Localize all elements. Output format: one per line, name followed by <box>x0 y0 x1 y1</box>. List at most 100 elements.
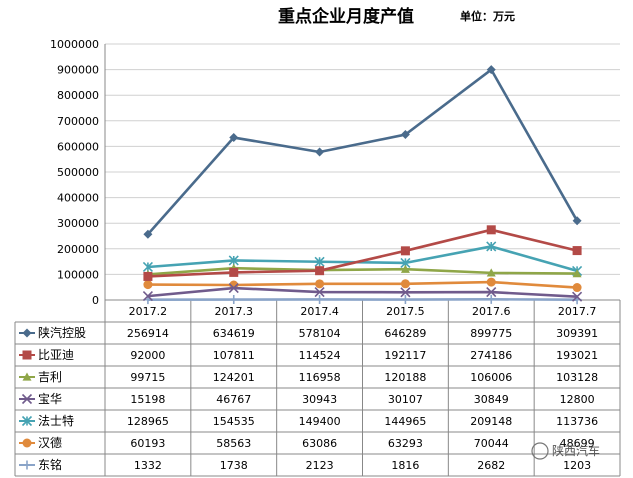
y-tick-label: 1000000 <box>50 38 99 51</box>
y-tick-label: 200000 <box>57 243 99 256</box>
table-cell: 15198 <box>130 393 165 406</box>
table-cell: 274186 <box>470 349 512 362</box>
series-line <box>147 280 578 289</box>
series-line <box>147 286 578 299</box>
table-cell: 256914 <box>127 327 169 340</box>
table-cell: 46767 <box>216 393 251 406</box>
table-cell: 578104 <box>299 327 341 340</box>
data-point <box>572 291 583 302</box>
table-cell: 30107 <box>388 393 423 406</box>
legend-marker <box>22 328 32 338</box>
data-point <box>143 229 153 239</box>
legend-marker <box>22 460 32 470</box>
data-point <box>572 216 582 226</box>
series-line <box>146 68 579 236</box>
table-cell: 106006 <box>470 371 512 384</box>
table-cell: 113736 <box>556 415 598 428</box>
data-point <box>400 287 411 298</box>
table-cell: 192117 <box>384 349 426 362</box>
data-point <box>229 133 239 143</box>
data-point <box>142 291 153 302</box>
series-line <box>147 266 578 276</box>
y-tick-label: 600000 <box>57 140 99 153</box>
data-point <box>572 269 582 278</box>
table-cell: 92000 <box>130 349 165 362</box>
legend-marker <box>21 393 33 405</box>
data-point <box>486 268 496 277</box>
table-cell: 128965 <box>127 415 169 428</box>
data-point <box>143 271 153 281</box>
x-tick-label: 2017.6 <box>472 305 511 318</box>
x-tick-label: 2017.2 <box>129 305 168 318</box>
series-name: 汉德 <box>38 435 62 450</box>
data-point <box>400 130 410 140</box>
y-tick-label: 700000 <box>57 115 99 128</box>
table-cell: 70044 <box>474 437 509 450</box>
series-name: 吉利 <box>38 370 62 384</box>
data-point <box>229 295 239 305</box>
x-tick-label: 2017.4 <box>300 305 339 318</box>
series-name: 比亚迪 <box>38 348 74 362</box>
data-point <box>315 147 325 157</box>
table-cell: 58563 <box>216 437 251 450</box>
data-point <box>572 283 582 293</box>
data-point <box>486 287 497 298</box>
table-cell: 48699 <box>560 437 595 450</box>
table-cell: 107811 <box>213 349 255 362</box>
table-cell: 120188 <box>384 371 426 384</box>
table-cell: 2123 <box>306 459 334 472</box>
table-cell: 1738 <box>220 459 248 472</box>
table-cell: 1816 <box>391 459 419 472</box>
watermark: 陕西汽车 <box>531 442 600 460</box>
data-point <box>572 246 582 256</box>
series-name: 东铭 <box>38 457 62 472</box>
data-point <box>143 280 153 290</box>
table-cell: 634619 <box>213 327 255 340</box>
data-table: 2017.2 2017.3 2017.4 2017.5 2017.6 2017.7 陕汽控股… <box>14 300 621 477</box>
series-name: 宝华 <box>38 392 62 406</box>
data-point <box>486 65 496 75</box>
legend-marker <box>22 438 32 448</box>
data-point <box>400 246 410 256</box>
table-cell: 99715 <box>130 371 165 384</box>
legend-marker <box>22 350 32 360</box>
table-cell: 1332 <box>134 459 162 472</box>
table-cell: 60193 <box>130 437 165 450</box>
table-cell: 193021 <box>556 349 598 362</box>
data-point <box>228 282 239 294</box>
table-cell: 103128 <box>556 371 598 384</box>
data-point <box>400 264 410 273</box>
data-point <box>486 241 497 252</box>
data-point <box>486 277 496 287</box>
table-cell: 309391 <box>556 327 598 340</box>
y-tick-label: 0 <box>92 294 99 307</box>
data-point <box>315 266 325 276</box>
data-point <box>400 279 410 289</box>
table-cell: 144965 <box>384 415 426 428</box>
y-tick-label: 100000 <box>57 268 99 281</box>
x-tick-label: 2017.5 <box>386 305 425 318</box>
series-name: 陕汽控股 <box>38 325 86 340</box>
x-tick-label: 2017.7 <box>558 305 597 318</box>
series-line <box>147 245 578 273</box>
data-point <box>486 225 496 235</box>
table-cell: 1203 <box>563 459 591 472</box>
y-tick-label: 300000 <box>57 217 99 230</box>
data-point <box>229 267 239 277</box>
legend-marker <box>22 372 32 381</box>
table-cell: 114524 <box>299 349 341 362</box>
chart-title: 重点企业月度产值 <box>278 6 414 27</box>
data-point <box>314 287 325 298</box>
y-axis-ticks: 0 100000 200000 300000 400000 500000 600000 700… <box>50 38 99 307</box>
series-line <box>147 228 578 278</box>
y-tick-label: 800000 <box>57 89 99 102</box>
y-tick-label: 900000 <box>57 64 99 77</box>
table-cell: 899775 <box>470 327 512 340</box>
table-cell: 209148 <box>470 415 512 428</box>
series-lines <box>142 65 583 305</box>
data-point <box>228 255 239 266</box>
table-cell: 149400 <box>299 415 341 428</box>
table-cell: 63086 <box>302 437 337 450</box>
legend-marker <box>21 415 33 427</box>
